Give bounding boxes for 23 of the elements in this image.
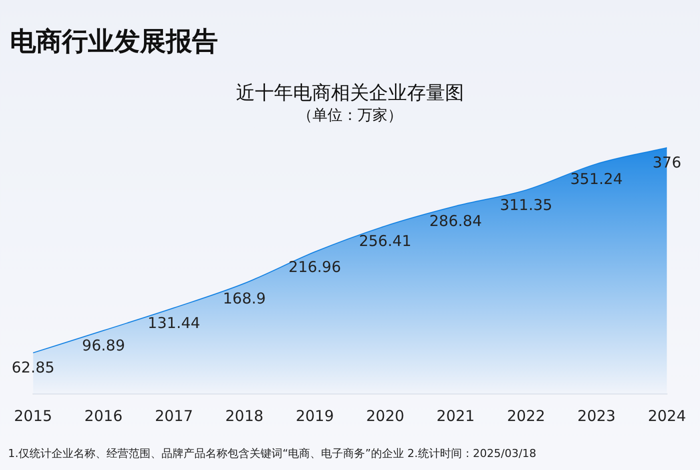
chart-subtitle: 近十年电商相关企业存量图: [235, 81, 465, 106]
data-label: 168.9: [222, 289, 266, 308]
x-tick-label: 2015: [14, 406, 52, 425]
data-label: 96.89: [82, 336, 125, 354]
x-tick-label: 2019: [296, 406, 334, 425]
data-label: 216.96: [288, 258, 342, 276]
x-tick-label: 2017: [154, 406, 194, 425]
data-label: 256.41: [358, 232, 412, 250]
data-label: 62.85: [12, 358, 55, 377]
text: （单位：万家）: [296, 106, 404, 125]
chart-title: 电商行业发展报告: [10, 26, 218, 59]
data-label: 311.35: [500, 196, 552, 214]
text: 1.仅统计企业名称、经营范围、品牌产品名称包含关键词“电商、电子商务”的企业 2.统计时间：2025/03/18: [8, 446, 536, 461]
x-tick-label: 2024: [648, 406, 686, 425]
x-tick-label: 2023: [577, 406, 616, 425]
x-tick-label: 2018: [225, 406, 264, 425]
x-tick-label: 2022: [506, 406, 546, 425]
data-label: 351.24: [570, 170, 623, 188]
x-tick-label: 2021: [436, 406, 475, 425]
x-tick-label: 2016: [84, 406, 123, 425]
x-tick-label: 2020: [366, 406, 404, 425]
data-label: 286.84: [429, 212, 482, 230]
data-label: 131.44: [148, 314, 200, 332]
